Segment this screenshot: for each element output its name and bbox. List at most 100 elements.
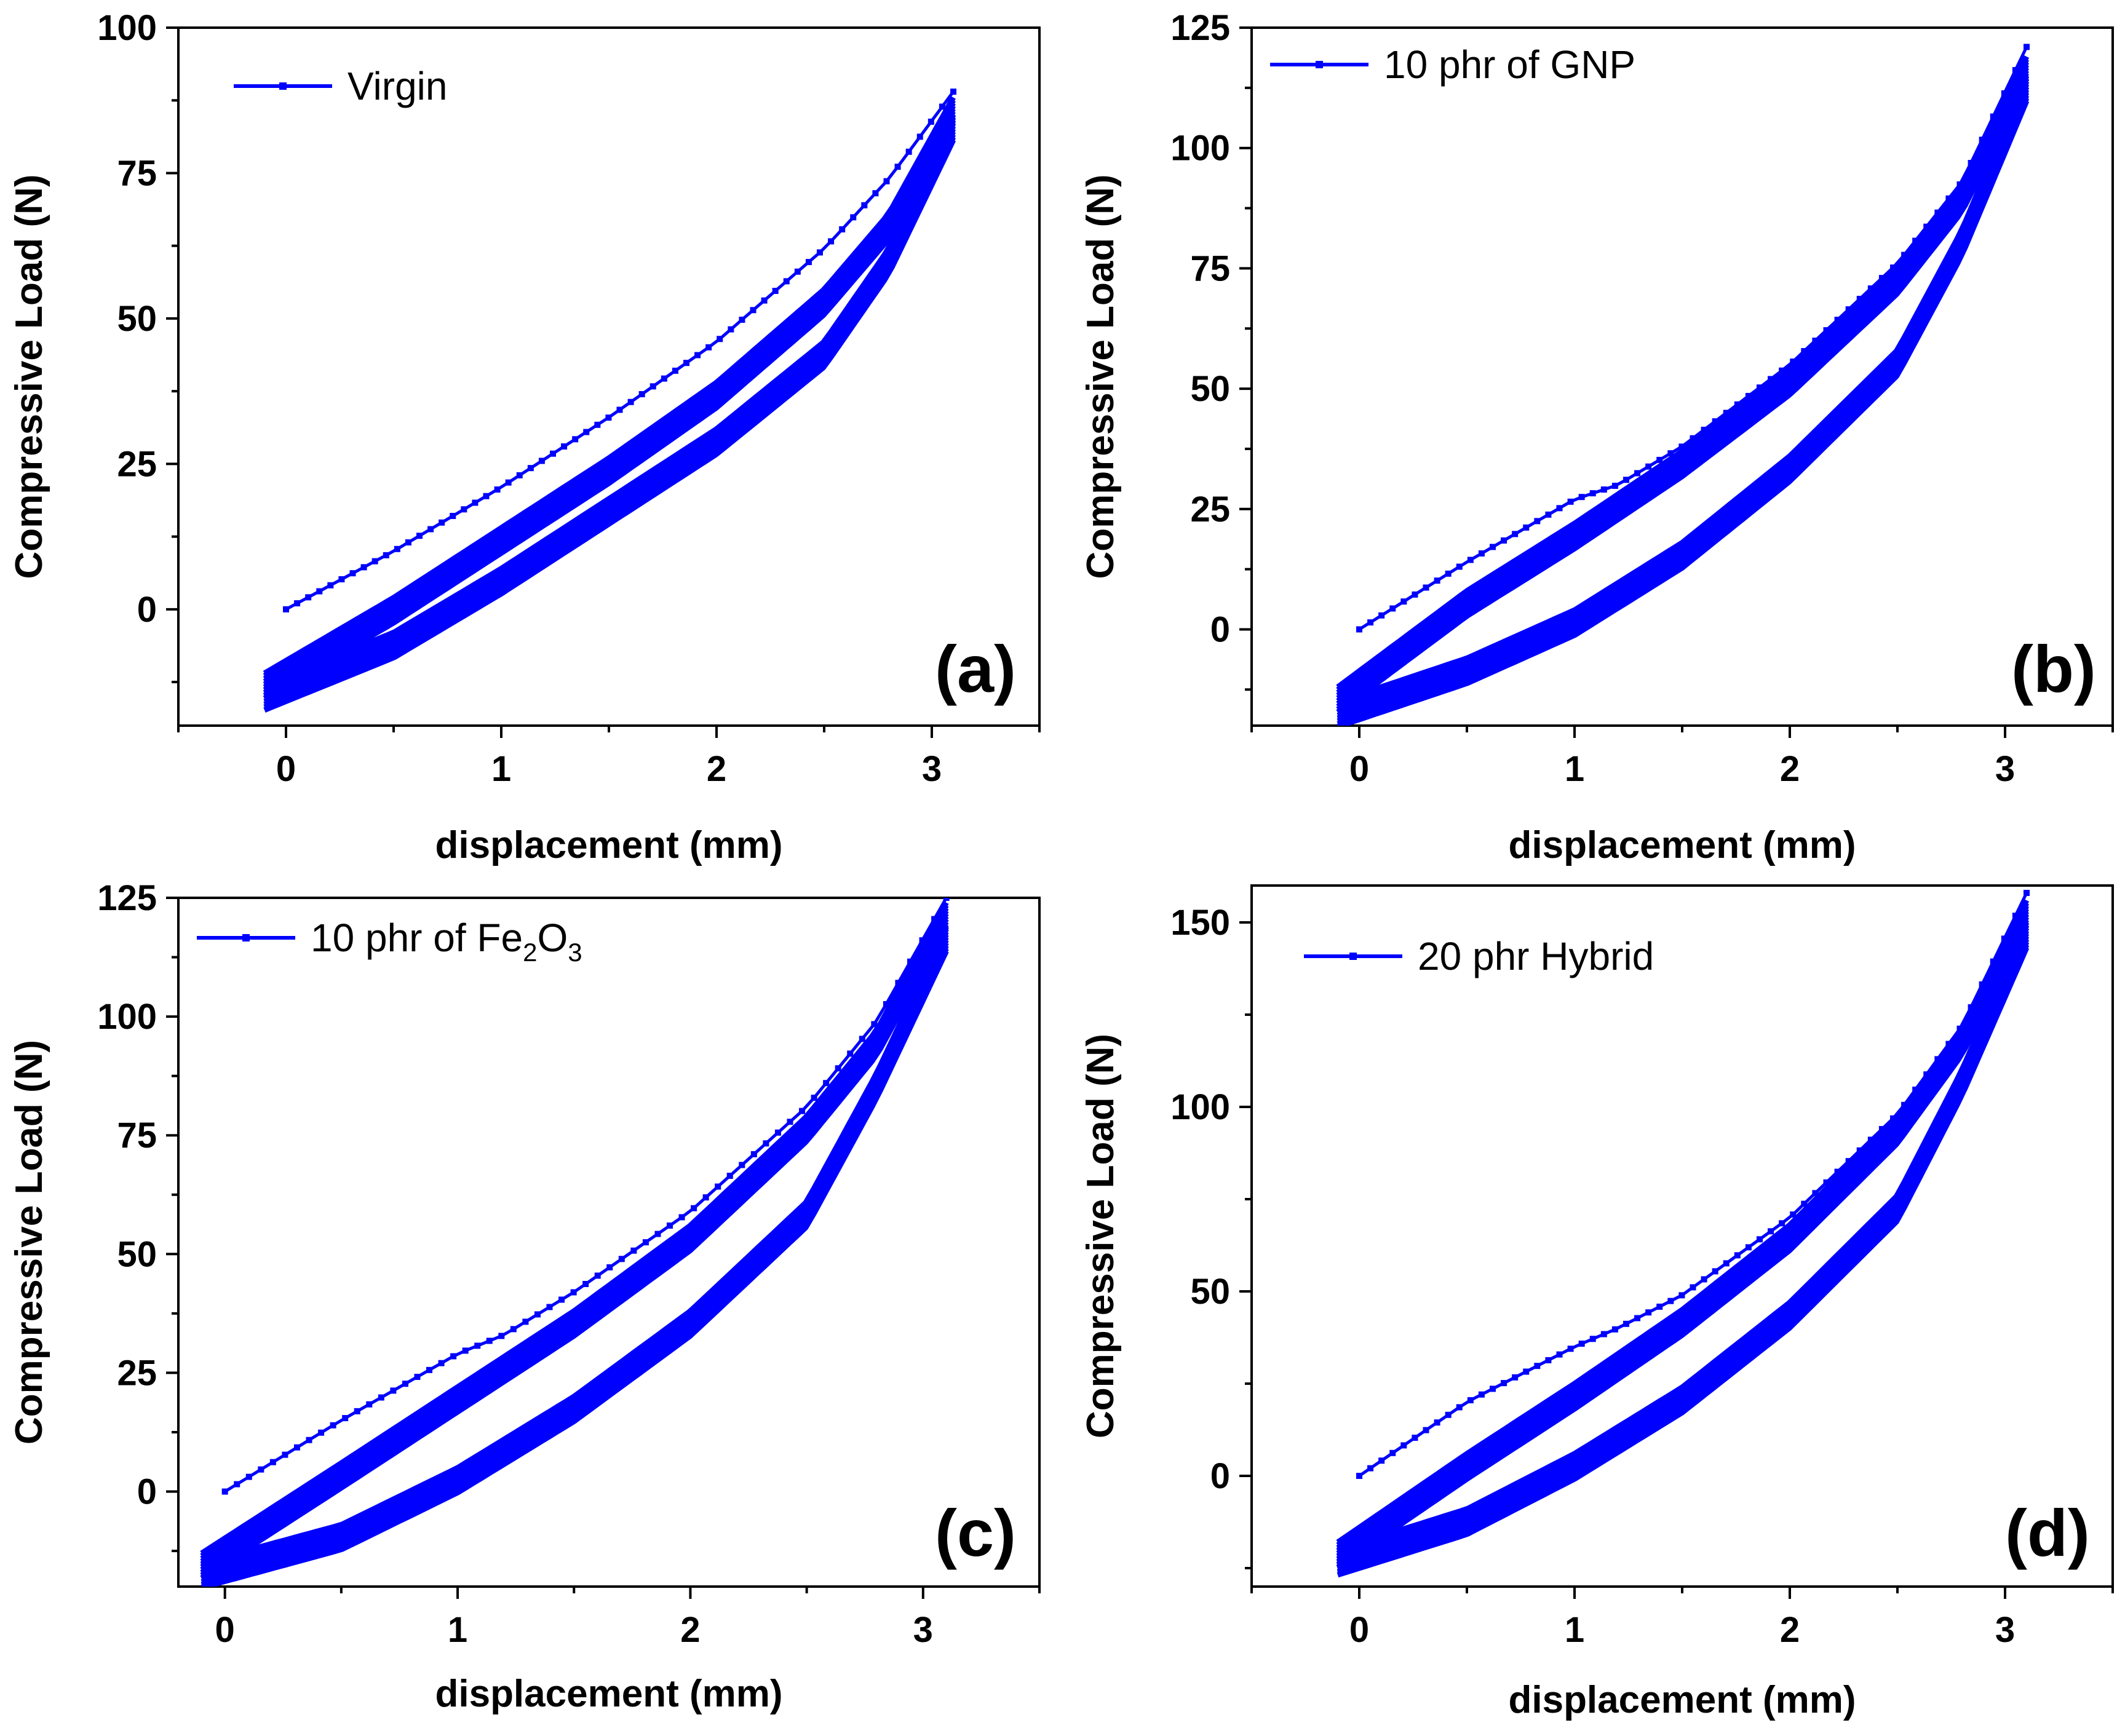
unloading-curve-cycle [1337,921,2030,1553]
data-point-marker [1478,1391,1485,1398]
data-point-marker [1812,1190,1819,1197]
x-axis-title: displacement (mm) [1508,824,1856,866]
data-point-marker [763,1140,769,1147]
data-point-marker [649,383,656,390]
data-point-marker [1678,443,1685,450]
data-point-marker [486,1338,493,1344]
y-tick-label: 75 [117,1116,157,1155]
data-point-marker [1490,544,1496,550]
data-point-marker [774,1129,781,1136]
data-point-marker [672,367,678,374]
loading-curve-cycle [1336,916,2030,1562]
data-point-marker [534,1311,541,1318]
loading-curve-cycle [1336,80,2030,715]
unloading-curve-cycle [1337,946,2030,1578]
data-point-marker [1890,264,1896,271]
data-point-marker [1400,1442,1407,1449]
x-tick-label: 3 [922,749,942,789]
data-point-marker [1434,577,1440,584]
data-point-marker [1523,524,1530,531]
unloading-curve-cycle [263,119,956,694]
chart-panel-d: 0 1 2 3 0 50 100 150 displacement (mm) Compressiv… [1079,884,2114,1721]
y-tick-label: 150 [1170,903,1230,943]
x-tick-label: 3 [1995,1610,2015,1650]
data-point-marker [1956,1025,1963,1032]
data-point-marker [1968,160,1974,167]
data-point-marker [717,336,723,343]
loading-curve-cycle [1336,63,2030,698]
data-point-marker [1801,348,1808,355]
data-point-marker [905,148,912,155]
y-axis-title: Compressive Load (N) [1079,1034,1122,1438]
x-tick-label: 1 [491,749,511,789]
data-point-marker [258,1466,264,1473]
loading-curve-cycle [200,904,949,1559]
data-point-marker [931,916,938,922]
loading-curve-cycle [200,906,949,1561]
data-point-marker [1790,358,1797,365]
data-point-marker [1501,1380,1507,1387]
loading-curve-cycle [200,901,949,1556]
legend: 10 phr of GNP [1270,42,1635,87]
unloading-curve-cycle [1337,932,2030,1564]
data-point-marker [667,1222,673,1229]
data-point-marker [1834,1168,1841,1175]
data-point-marker [1567,1346,1574,1352]
data-point-marker [1834,317,1841,323]
data-point-marker [1801,1200,1808,1207]
data-point-marker [546,1304,553,1310]
data-point-marker [318,1429,325,1436]
data-point-marker [582,1280,589,1287]
loading-curve-cycle [1336,918,2030,1564]
data-point-marker [1534,518,1541,525]
data-point-marker [1367,619,1374,626]
chart-panel-c: 0 1 2 3 0 25 50 75 100 125 displacement (mm) Compre… [8,878,1041,1715]
y-axis-title: Compressive Load (N) [8,174,50,579]
data-point-marker [883,178,890,184]
data-point-marker [618,1256,625,1262]
data-point-marker [1734,401,1741,408]
legend-label: 20 phr Hybrid [1418,934,1654,978]
data-point-marker [1856,296,1863,303]
data-point-marker [394,545,400,552]
loading-curve-cycle [263,101,956,681]
data-point-marker [939,103,945,110]
data-point-marker [661,375,667,382]
data-point-marker [872,190,879,197]
unloading-curve-cycle [1337,927,2030,1558]
data-point-marker [522,1318,529,1325]
data-point-marker [561,443,568,450]
data-point-marker [427,526,434,533]
panel-label: (b) [2011,632,2096,706]
data-point-marker [1745,1244,1752,1251]
data-point-marker [282,1451,288,1458]
data-point-marker [1757,1236,1763,1243]
data-point-marker [558,1296,565,1303]
data-point-marker [1545,1357,1552,1363]
data-point-marker [927,118,934,125]
data-point-marker [1979,981,1985,988]
data-point-marker [1768,376,1774,382]
data-point-marker [739,1162,745,1168]
data-point-marker [1490,1385,1496,1392]
data-point-marker [1979,137,1985,143]
data-point-marker [1690,1284,1696,1291]
x-tick-label: 3 [1995,749,2015,789]
data-point-marker [728,326,734,333]
data-point-marker [1757,384,1763,391]
loading-curve-cycle [263,110,956,690]
plot-frame [177,26,1041,727]
data-point-marker [461,506,467,513]
data-point-marker [883,1001,889,1007]
x-tick-label: 0 [1349,1610,1369,1650]
data-point-marker [638,391,645,398]
data-point-marker [1389,605,1396,612]
data-point-marker [1378,1457,1385,1464]
loading-curve-cycle [1336,924,2030,1570]
data-point-marker [360,564,367,571]
data-point-marker [1378,612,1385,619]
data-point-marker [1478,550,1485,557]
data-point-marker [1779,367,1785,374]
data-point-marker [1611,482,1618,489]
loading-curve-cycle [1336,910,2030,1556]
